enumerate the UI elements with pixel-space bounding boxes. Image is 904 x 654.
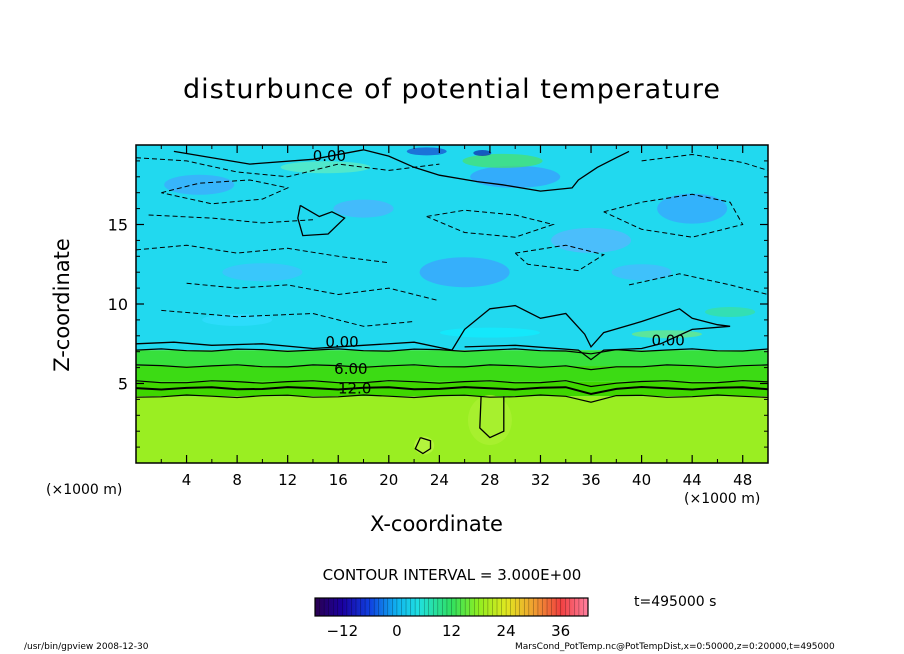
contour-zero-lower [136, 304, 731, 361]
contour-neg-8 [641, 153, 768, 171]
y-tick-label: 5 [118, 375, 128, 394]
colorbar-tick-label: 0 [392, 622, 402, 640]
x-tick-label: 32 [531, 471, 550, 489]
x-tick-label: 20 [379, 471, 398, 489]
band-2 [136, 366, 768, 382]
colorbar-tick-label: −12 [326, 622, 358, 640]
contour-neg-2 [148, 214, 314, 224]
contour-neg-1 [161, 179, 290, 205]
contour-neg-7 [603, 193, 744, 238]
field-patch-0 [164, 174, 235, 195]
field-patch-5 [222, 263, 303, 282]
contour-neg-10 [628, 273, 768, 295]
contour-zero-top [173, 149, 630, 192]
field-patch-6 [419, 257, 510, 288]
x-tick-label: 8 [232, 471, 242, 489]
contour-6 [136, 364, 768, 371]
contour-neg-3 [136, 244, 389, 264]
contour-12 [136, 385, 768, 396]
field-patch-11 [439, 327, 540, 338]
y-axis: 5 10 15 [108, 160, 768, 448]
x-tick-label: 36 [581, 471, 600, 489]
y-tick-label: 10 [108, 295, 128, 314]
x-axis-label: X-coordinate [370, 512, 503, 536]
contour-layer [136, 149, 768, 455]
contour-15 [136, 394, 768, 403]
x-tick-label: 40 [632, 471, 651, 489]
contour-low-bump [479, 396, 505, 439]
x-tick-label: 4 [182, 471, 192, 489]
colorbar-tick-label: 36 [551, 622, 570, 640]
field-patch-1 [333, 199, 394, 218]
contour-label: 0.00 [651, 332, 684, 350]
contour-neg-6 [514, 244, 605, 272]
colorbar-tick-label: 12 [442, 622, 461, 640]
contour-label: 0.00 [313, 147, 346, 165]
contour-neg-4 [186, 282, 440, 302]
field-patch-2 [470, 165, 561, 188]
field-layer [136, 145, 768, 463]
footer-right: MarsCond_PotTemp.nc@PotTempDist,x=0:5000… [515, 642, 835, 652]
y-axis-label: Z-coordinate [50, 238, 74, 372]
x-tick-label: 44 [683, 471, 702, 489]
x-axis: 4 8 12 16 20 24 28 32 36 40 44 48 [160, 145, 752, 489]
field-patch-14 [202, 313, 273, 326]
contour-label: 12.0 [338, 379, 371, 397]
y-unit-label: (×1000 m) [46, 482, 123, 498]
y-tick-label: 15 [108, 216, 128, 235]
contour-label: 0.00 [325, 333, 358, 351]
field-patch-13 [473, 149, 492, 156]
contour-interval: CONTOUR INTERVAL = 3.000E+00 [322, 566, 582, 584]
colorbar-tick-label: 24 [497, 622, 516, 640]
field-patch-3 [551, 227, 632, 253]
x-tick-label: 16 [329, 471, 348, 489]
x-unit-label: (×1000 m) [684, 491, 761, 507]
contour-label: 6.00 [334, 360, 367, 378]
contour-neg-5 [426, 209, 555, 238]
field-patch-8 [462, 153, 543, 168]
footer-left: /usr/bin/gpview 2008-12-30 [24, 642, 149, 652]
contour-zero-island [297, 204, 346, 237]
colorbar: −12 0 12 24 36 [314, 597, 589, 640]
contour-neg-0 [136, 157, 440, 178]
chart-title: disturbunce of potential temperature [183, 74, 721, 105]
field-patch-12 [406, 147, 447, 156]
contour-9 [136, 380, 768, 388]
field-patch-15 [631, 330, 702, 339]
band-0 [136, 396, 768, 463]
x-tick-label: 24 [430, 471, 449, 489]
contour-neg-9 [161, 309, 415, 327]
time-label: t=495000 s [634, 594, 717, 610]
x-tick-label: 48 [733, 471, 752, 489]
band-3 [136, 350, 768, 367]
field-patch-7 [611, 264, 672, 281]
x-tick-label: 12 [278, 471, 297, 489]
contour-low-island [414, 436, 432, 455]
field-patch-10 [705, 306, 756, 317]
field-patch-4 [657, 193, 728, 224]
x-tick-label: 28 [480, 471, 499, 489]
band-1 [136, 381, 768, 397]
